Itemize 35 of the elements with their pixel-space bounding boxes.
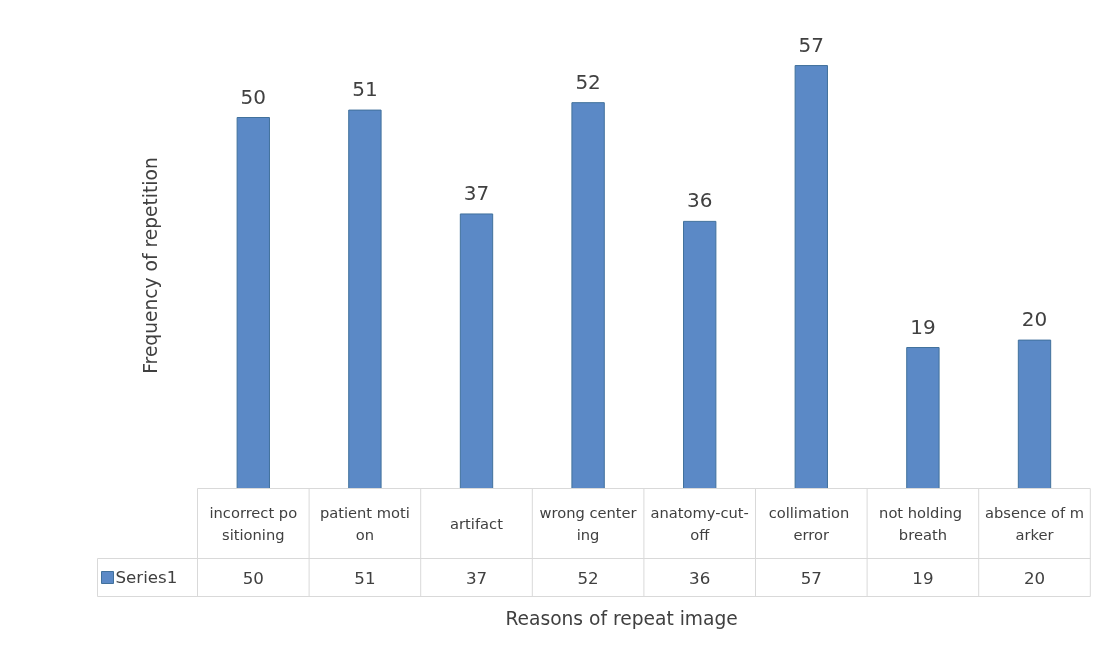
bar <box>906 347 940 489</box>
bar <box>571 102 605 489</box>
bar <box>1017 339 1052 489</box>
x-tick-label: anatomy-cut-off <box>650 503 749 544</box>
text: 36 <box>686 188 713 213</box>
text: 50 <box>240 84 267 109</box>
x-axis-title: Reasons of repeat image <box>505 608 738 629</box>
x-tick-label: collimation error <box>768 503 850 544</box>
data-label: 52 <box>577 568 599 588</box>
bar <box>683 220 717 489</box>
data-label: 20 <box>1023 568 1046 588</box>
legend-label: Series1 <box>115 568 178 587</box>
x-tick-label: absence of marker <box>984 503 1085 544</box>
x-tick-label: wrong centering <box>539 503 638 544</box>
x-tick-label: artifact <box>450 515 504 532</box>
data-label: 50 <box>242 568 264 588</box>
text: 52 <box>575 69 601 94</box>
x-tick-label: incorrect positioning <box>209 503 298 544</box>
text: 19 <box>910 314 936 339</box>
bar <box>459 213 494 489</box>
x-tick-label: not holding breath <box>879 503 963 544</box>
y-axis-title: Frequency of repetition <box>140 157 161 374</box>
data-label: 36 <box>689 568 711 588</box>
bar <box>236 117 270 489</box>
data-label: 19 <box>912 568 934 588</box>
bar <box>794 65 828 489</box>
text: 37 <box>463 180 490 205</box>
text: 51 <box>352 77 378 102</box>
data-label: 37 <box>465 568 488 588</box>
data-label: 51 <box>354 568 376 588</box>
data-label: 57 <box>800 568 822 588</box>
text: 20 <box>1021 307 1048 332</box>
x-tick-label: patient motion <box>319 503 410 544</box>
bar <box>348 109 382 489</box>
text: 57 <box>798 32 825 57</box>
